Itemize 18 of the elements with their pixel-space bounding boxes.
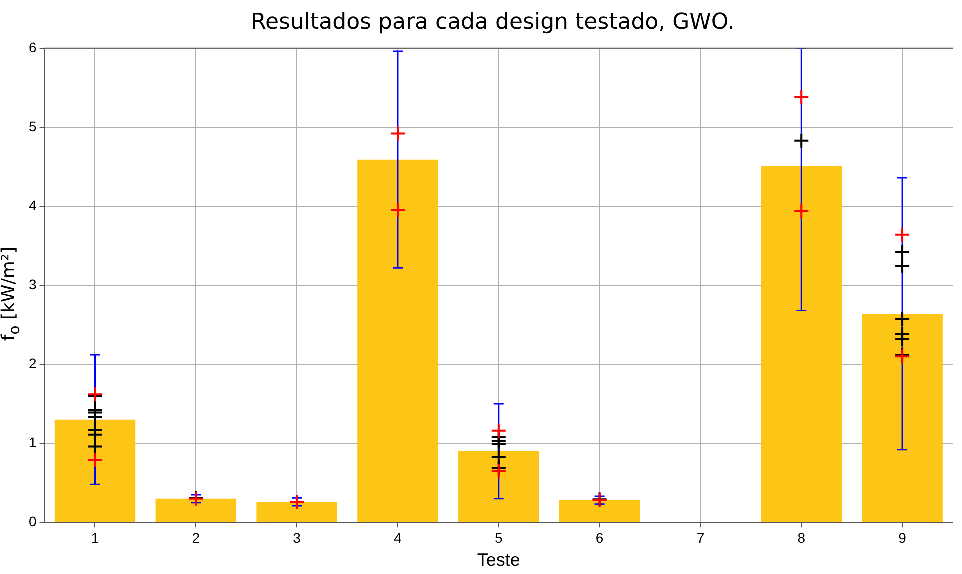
- y-tick-label: 4: [28, 197, 37, 214]
- y-tick-label: 2: [28, 355, 37, 372]
- chart-title: Resultados para cada design testado, GWO.: [251, 10, 735, 35]
- y-tick-label: 6: [28, 39, 37, 56]
- y-tick-label: 1: [28, 434, 37, 450]
- x-tick-label: 6: [596, 530, 604, 546]
- x-tick-label: 8: [798, 530, 806, 546]
- x-tick-label: 1: [91, 530, 100, 546]
- x-tick-label: 3: [293, 530, 302, 546]
- x-axis-title: Teste: [477, 550, 520, 570]
- x-tick-label: 4: [394, 530, 402, 546]
- y-tick-label: 0: [28, 513, 37, 530]
- x-tick-label: 5: [494, 530, 503, 546]
- x-tick-label: 9: [898, 530, 907, 546]
- x-tick-label: 7: [696, 530, 705, 546]
- x-tick-label: 2: [192, 530, 200, 546]
- y-tick-label: 3: [28, 276, 37, 292]
- y-tick-label: 5: [28, 118, 37, 134]
